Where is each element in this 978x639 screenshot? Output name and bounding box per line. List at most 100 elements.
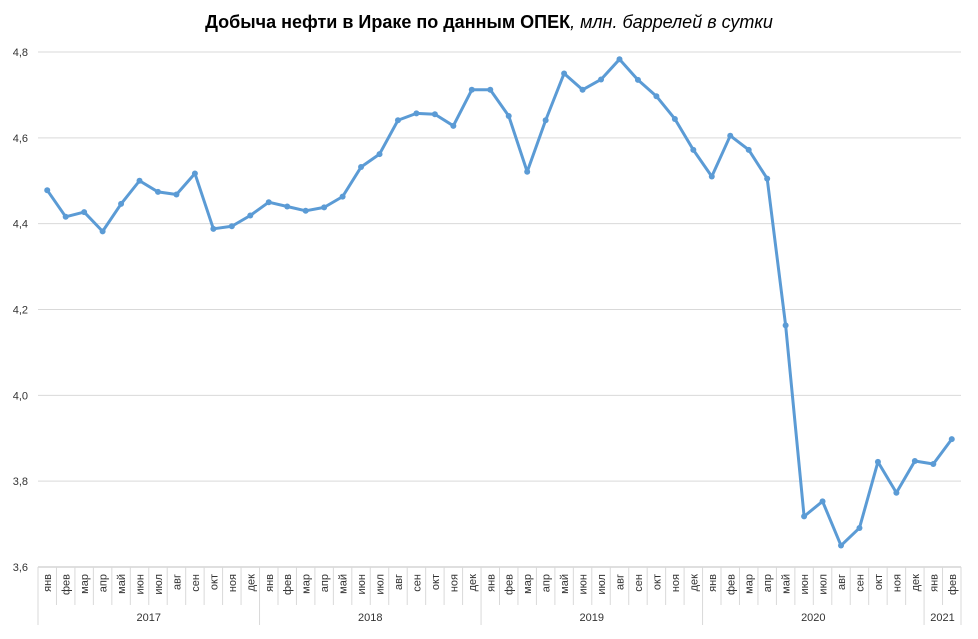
data-point — [930, 461, 937, 467]
x-tick-label-month: ноя — [891, 574, 903, 592]
x-tick-label-month: фев — [504, 574, 516, 595]
x-tick-label-month: авг — [393, 574, 405, 590]
x-tick-label-month: мар — [522, 574, 534, 594]
x-tick-label-month: сен — [411, 574, 423, 592]
x-tick-label-month: фев — [282, 574, 294, 595]
series-line — [45, 57, 954, 548]
data-point — [468, 86, 475, 93]
x-tick-label-month: авг — [614, 574, 626, 590]
data-point — [173, 191, 180, 198]
x-tick-label-month: дек — [910, 574, 922, 592]
data-point — [911, 457, 918, 464]
y-tick-label: 4,4 — [13, 219, 28, 231]
data-point — [838, 542, 845, 549]
x-tick-label-month: мар — [301, 574, 313, 594]
data-point — [893, 489, 900, 496]
y-tick-label: 4,8 — [13, 47, 28, 59]
data-point — [62, 213, 69, 220]
x-tick-label-month: апр — [541, 574, 553, 592]
x-tick-label-month: янв — [264, 574, 276, 592]
x-tick-label-month: апр — [762, 574, 774, 592]
x-tick-label-month: ноя — [227, 574, 239, 592]
data-point — [505, 112, 512, 119]
x-tick-label-year: 2017 — [137, 612, 161, 624]
x-tick-label-year: 2020 — [801, 612, 825, 624]
x-tick-label-month: июн — [135, 574, 147, 594]
x-tick-label-month: май — [781, 574, 793, 594]
data-point — [561, 70, 568, 77]
x-tick-label-month: фев — [61, 574, 73, 595]
data-point — [579, 86, 586, 93]
data-point — [376, 151, 383, 158]
x-tick-label-month: дек — [467, 574, 479, 592]
x-tick-label-month: янв — [928, 574, 940, 592]
x-tick-label-month: ноя — [448, 574, 460, 592]
data-point — [671, 115, 678, 122]
x-tick-label-month: сен — [633, 574, 645, 592]
data-point — [634, 76, 641, 83]
x-tick-label-year: 2018 — [358, 612, 382, 624]
data-point — [302, 207, 309, 214]
data-point — [819, 498, 826, 505]
x-tick-label-month: сен — [190, 574, 202, 592]
x-tick-label-month: авг — [171, 574, 183, 590]
x-tick-label-month: дек — [245, 574, 257, 592]
data-point — [99, 228, 106, 235]
x-tick-label-month: фев — [725, 574, 737, 595]
data-point — [745, 146, 752, 153]
x-tick-label-month: янв — [485, 574, 497, 592]
data-point — [413, 110, 420, 117]
chart-title-main: Добыча нефти в Ираке по данным ОПЕК — [205, 12, 571, 32]
data-point — [394, 117, 401, 124]
x-tick-label-month: янв — [707, 574, 719, 592]
x-tick-label-month: июл — [375, 574, 387, 595]
x-tick-label-month: мар — [79, 574, 91, 594]
data-point — [708, 173, 715, 180]
data-point — [948, 436, 955, 443]
data-point — [598, 76, 605, 83]
y-tick-label: 3,8 — [13, 476, 28, 488]
data-point — [616, 56, 623, 63]
x-tick-label-month: май — [338, 574, 350, 594]
data-point — [874, 458, 881, 465]
y-tick-label: 4,0 — [13, 390, 28, 402]
data-point — [856, 524, 863, 531]
x-tick-label-month: окт — [873, 574, 885, 590]
data-point — [764, 175, 771, 182]
x-tick-label-month: апр — [98, 574, 110, 592]
x-tick-label-month: авг — [836, 574, 848, 590]
y-tick-label: 4,6 — [13, 133, 28, 145]
data-point — [431, 111, 438, 118]
data-point — [247, 212, 254, 219]
x-tick-label-year: 2019 — [580, 612, 604, 624]
x-tick-label-month: апр — [319, 574, 331, 592]
data-point — [727, 132, 734, 139]
x-tick-label-month: сен — [854, 574, 866, 592]
data-point — [690, 146, 697, 153]
y-tick-label: 4,2 — [13, 305, 28, 317]
x-tick-label-month: мар — [744, 574, 756, 594]
x-tick-label-year: 2021 — [930, 612, 954, 624]
x-tick-label-month: окт — [651, 574, 663, 590]
data-point — [358, 164, 365, 171]
data-point — [524, 168, 531, 175]
data-point — [191, 170, 198, 177]
x-tick-label-month: дек — [688, 574, 700, 592]
data-point — [321, 204, 328, 211]
x-tick-label-month: фев — [947, 574, 959, 595]
data-point — [136, 177, 143, 184]
data-point — [450, 122, 457, 129]
data-point — [487, 86, 494, 93]
data-point — [339, 193, 346, 200]
data-point — [801, 513, 808, 520]
chart-title-units: , млн. баррелей в сутки — [570, 12, 773, 32]
x-tick-label-month: июн — [578, 574, 590, 594]
data-point — [542, 117, 549, 124]
data-point — [81, 209, 88, 216]
data-point — [265, 199, 272, 206]
chart-title: Добыча нефти в Ираке по данным ОПЕК, млн… — [0, 12, 978, 33]
x-tick-label-month: май — [116, 574, 128, 594]
x-tick-label-month: окт — [430, 574, 442, 590]
x-tick-label-month: ноя — [670, 574, 682, 592]
